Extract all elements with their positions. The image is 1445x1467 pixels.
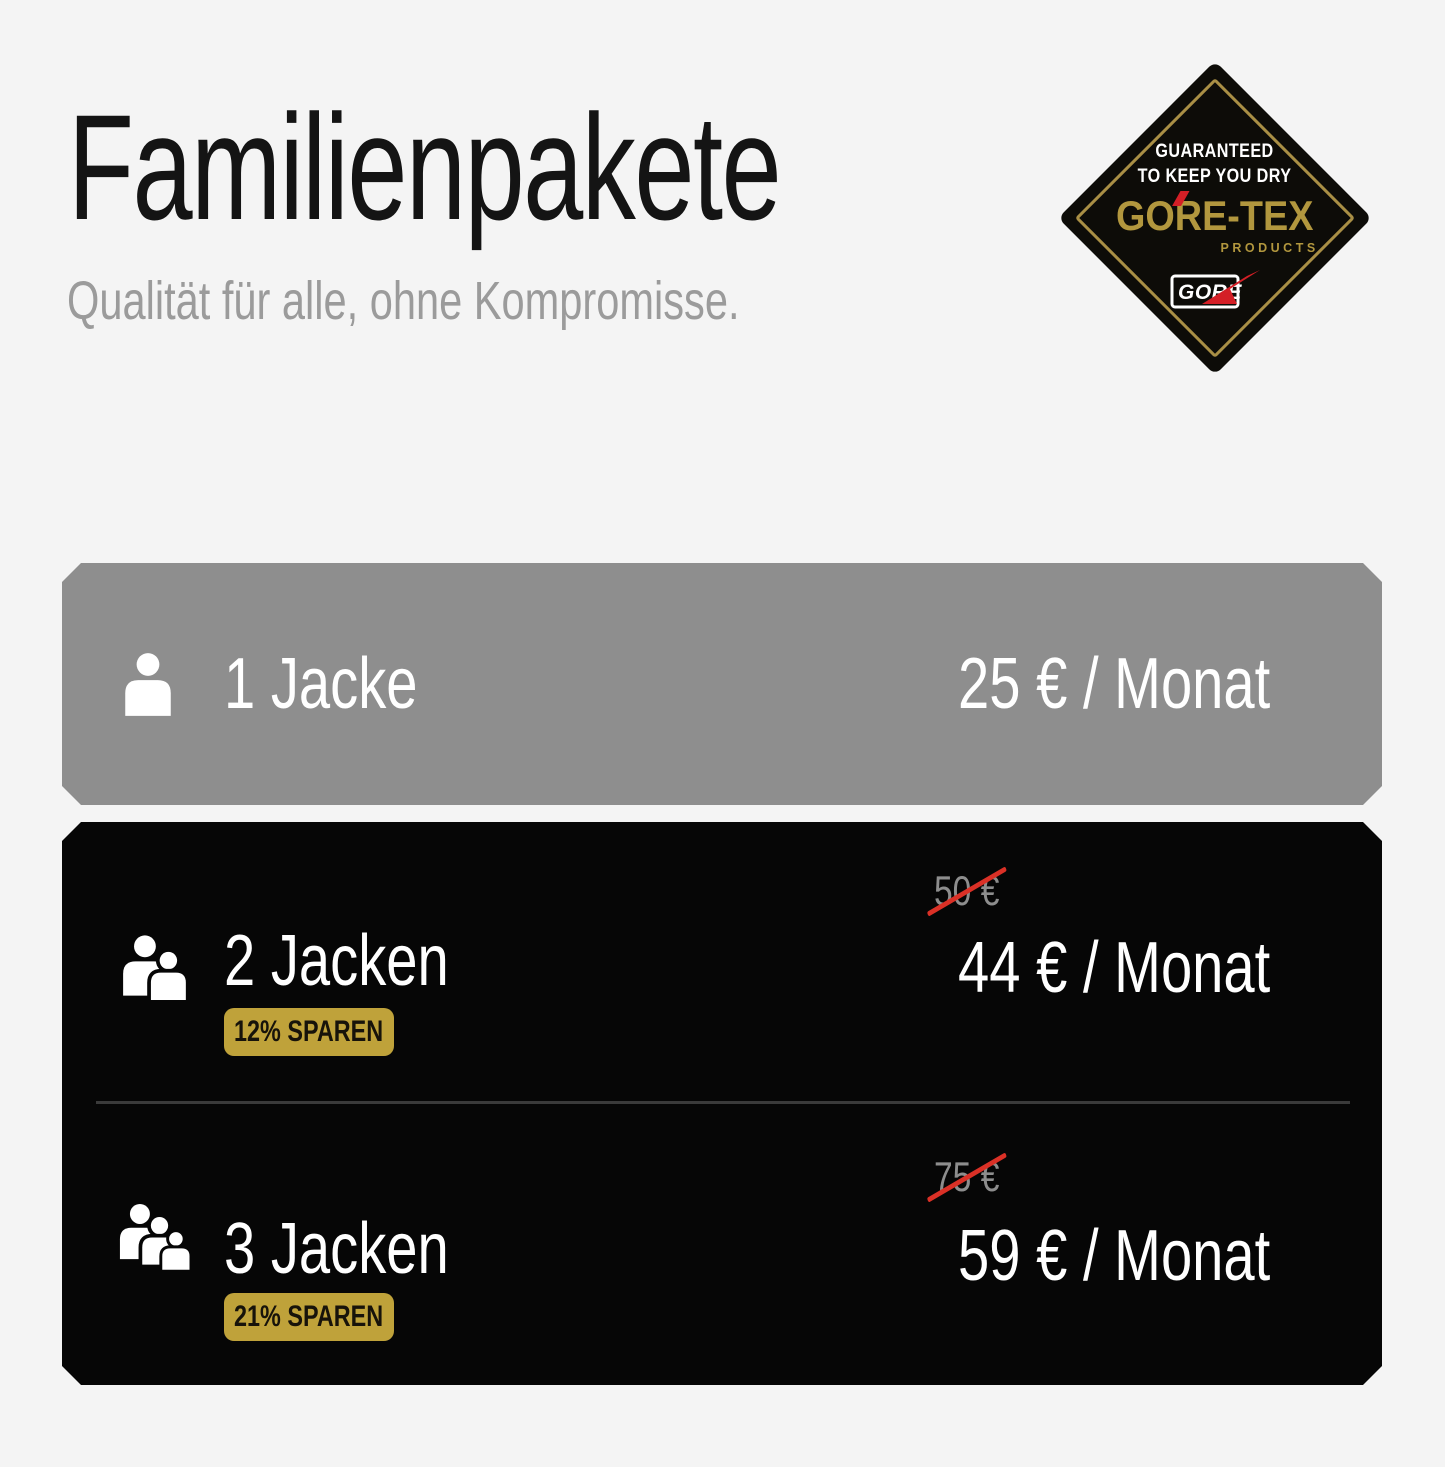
plan-row-1-jacke[interactable]: 1 Jacke 25 € / Monat xyxy=(62,563,1382,805)
page-subtitle: Qualität für alle, ohne Kompromisse. xyxy=(67,271,740,331)
old-price-strikethrough: 75 € xyxy=(934,1153,1000,1200)
old-price-strikethrough: 50 € xyxy=(934,867,1000,914)
savings-badge: 21% SPAREN xyxy=(224,1293,394,1341)
goretex-wordmark-r-red-accent: R xyxy=(1175,192,1203,239)
person-icon xyxy=(122,653,174,716)
plan-price: 44 € / Monat xyxy=(957,928,1270,1008)
gore-arrow-icon xyxy=(1202,269,1260,304)
goretex-badge: GUARANTEED TO KEEP YOU DRY GORE-TEX PROD… xyxy=(1045,48,1385,388)
savings-badge: 12% SPAREN xyxy=(224,1008,394,1056)
two-people-icon xyxy=(120,934,190,1009)
gore-logo: GORE xyxy=(1170,269,1260,308)
plan-row-2-jacken[interactable]: 2 Jacken 12% SPAREN 50 € 44 € / Monat xyxy=(62,822,1382,1103)
row-divider xyxy=(96,1101,1350,1104)
goretex-badge-content: GUARANTEED TO KEEP YOU DRY GORE-TEX PROD… xyxy=(1045,48,1385,388)
goretex-products-label: PRODUCTS xyxy=(1220,241,1319,255)
plan-label: 3 Jacken xyxy=(224,1209,449,1289)
plan-price: 59 € / Monat xyxy=(957,1216,1270,1296)
page-title: Familienpakete xyxy=(68,83,782,251)
three-people-icon xyxy=(117,1204,195,1284)
plan-price: 25 € / Monat xyxy=(957,644,1270,724)
goretex-tagline-line2: TO KEEP YOU DRY xyxy=(1138,166,1292,187)
plan-row-3-jacken[interactable]: 3 Jacken 21% SPAREN 75 € 59 € / Monat xyxy=(62,1104,1382,1385)
plan-label: 2 Jacken xyxy=(224,921,449,1001)
goretex-wordmark-go: GO xyxy=(1116,192,1176,239)
goretex-wordmark-block: GORE-TEX PRODUCTS xyxy=(1105,195,1324,255)
goretex-wordmark-etex: E-TEX xyxy=(1202,192,1314,239)
goretex-wordmark: GORE-TEX xyxy=(1116,195,1313,237)
plan-label: 1 Jacke xyxy=(224,644,418,724)
bundle-card: 2 Jacken 12% SPAREN 50 € 44 € / Monat 3 … xyxy=(62,822,1382,1385)
goretex-tagline-line1: GUARANTEED xyxy=(1155,141,1275,162)
